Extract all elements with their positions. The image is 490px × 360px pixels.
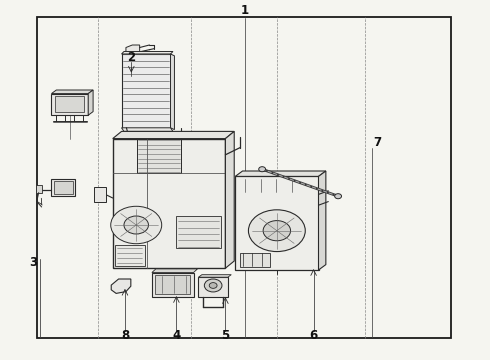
Circle shape	[124, 216, 148, 234]
Polygon shape	[137, 139, 181, 173]
Bar	[36, 185, 42, 193]
Circle shape	[259, 167, 266, 172]
Bar	[115, 245, 145, 266]
Text: 8: 8	[121, 329, 129, 342]
Polygon shape	[51, 90, 93, 94]
Bar	[152, 273, 194, 297]
Bar	[51, 179, 75, 196]
Bar	[235, 176, 318, 270]
Bar	[51, 94, 88, 115]
Bar	[113, 139, 225, 268]
Polygon shape	[111, 279, 131, 293]
Polygon shape	[225, 131, 234, 268]
Bar	[55, 96, 84, 112]
Circle shape	[111, 206, 162, 244]
Circle shape	[335, 194, 342, 199]
Circle shape	[204, 279, 222, 292]
Circle shape	[263, 221, 291, 241]
Polygon shape	[126, 45, 140, 53]
Bar	[240, 253, 270, 267]
Text: 5: 5	[221, 329, 229, 342]
Text: 2: 2	[127, 51, 135, 64]
Bar	[176, 216, 220, 248]
Text: 3: 3	[29, 256, 37, 269]
Polygon shape	[152, 269, 197, 273]
Polygon shape	[88, 90, 93, 115]
Bar	[37, 17, 451, 338]
Text: 1: 1	[241, 4, 249, 17]
Polygon shape	[171, 54, 174, 130]
Polygon shape	[198, 275, 231, 277]
Bar	[198, 277, 228, 297]
Bar	[155, 275, 190, 294]
Polygon shape	[122, 51, 173, 54]
Text: 4: 4	[172, 329, 180, 342]
Polygon shape	[318, 171, 326, 270]
Circle shape	[248, 210, 305, 252]
Circle shape	[209, 283, 217, 288]
Text: 7: 7	[373, 136, 381, 149]
Bar	[54, 181, 73, 194]
Polygon shape	[122, 54, 171, 128]
Bar	[94, 187, 106, 202]
Polygon shape	[113, 131, 234, 139]
Polygon shape	[122, 128, 173, 131]
Polygon shape	[235, 171, 326, 176]
Text: 6: 6	[310, 329, 318, 342]
